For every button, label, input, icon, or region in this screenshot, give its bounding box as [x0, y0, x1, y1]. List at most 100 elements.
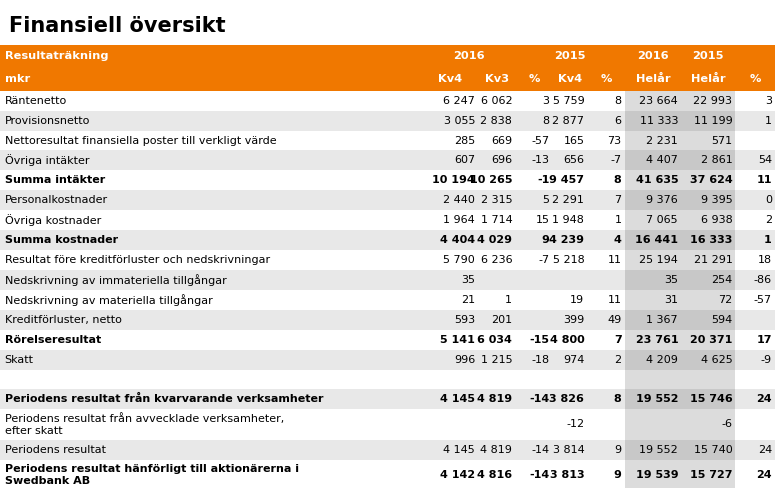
- Text: 594: 594: [711, 315, 732, 325]
- Text: 21 291: 21 291: [694, 255, 732, 265]
- Text: 10 194: 10 194: [432, 175, 475, 185]
- Bar: [625, 170, 681, 190]
- Text: Övriga intäkter: Övriga intäkter: [5, 155, 89, 166]
- Bar: [681, 270, 735, 290]
- Bar: [625, 440, 681, 460]
- Text: 24: 24: [756, 394, 772, 405]
- Text: 11: 11: [608, 255, 622, 265]
- Bar: [625, 389, 681, 409]
- Text: 15 746: 15 746: [690, 394, 732, 405]
- Bar: [681, 440, 735, 460]
- Bar: [681, 150, 735, 170]
- Text: Helår: Helår: [636, 74, 670, 84]
- Bar: [0, 250, 775, 270]
- Bar: [625, 210, 681, 230]
- Text: 593: 593: [454, 315, 475, 325]
- Bar: [681, 230, 735, 250]
- Text: 4 407: 4 407: [646, 156, 678, 165]
- Text: 3: 3: [765, 96, 772, 106]
- Text: Summa kostnader: Summa kostnader: [5, 235, 118, 245]
- Text: 37 624: 37 624: [690, 175, 732, 185]
- Text: 21: 21: [461, 295, 475, 305]
- Text: -15: -15: [529, 335, 549, 345]
- Bar: [681, 210, 735, 230]
- Text: 4 625: 4 625: [701, 355, 732, 365]
- Bar: [625, 290, 681, 310]
- Text: 4: 4: [614, 235, 622, 245]
- Text: %: %: [749, 74, 761, 84]
- Bar: [681, 310, 735, 330]
- Bar: [0, 170, 775, 190]
- Text: -57: -57: [532, 136, 549, 145]
- Text: -14: -14: [532, 445, 549, 454]
- Text: 4 819: 4 819: [480, 445, 512, 454]
- Text: 6 034: 6 034: [477, 335, 512, 345]
- Text: Kv4: Kv4: [438, 74, 463, 84]
- Text: 2 231: 2 231: [646, 136, 678, 145]
- Text: 2: 2: [615, 355, 622, 365]
- Bar: [625, 349, 681, 369]
- Bar: [625, 409, 681, 440]
- Text: 22 993: 22 993: [694, 96, 732, 106]
- Text: Periodens resultat från avvecklade verksamheter,
efter skatt: Periodens resultat från avvecklade verks…: [5, 413, 284, 436]
- Bar: [0, 131, 775, 150]
- Text: 11: 11: [756, 175, 772, 185]
- Text: 6 062: 6 062: [480, 96, 512, 106]
- Text: 8: 8: [614, 394, 622, 405]
- Bar: [0, 270, 775, 290]
- Text: 8: 8: [614, 175, 622, 185]
- Text: 5 759: 5 759: [553, 96, 584, 106]
- Text: 5: 5: [542, 195, 549, 205]
- Bar: [681, 330, 735, 349]
- Text: Kv4: Kv4: [558, 74, 582, 84]
- Text: 2 877: 2 877: [553, 116, 584, 125]
- Text: -86: -86: [754, 275, 772, 285]
- Text: 4 816: 4 816: [477, 469, 512, 480]
- Text: 49: 49: [608, 315, 622, 325]
- Bar: [0, 150, 775, 170]
- Text: 2 861: 2 861: [701, 156, 732, 165]
- Text: -9: -9: [761, 355, 772, 365]
- Text: 19 552: 19 552: [639, 445, 678, 454]
- Text: 23 761: 23 761: [636, 335, 678, 345]
- Bar: [625, 250, 681, 270]
- Bar: [0, 190, 775, 210]
- Text: 2 291: 2 291: [553, 195, 584, 205]
- Bar: [0, 349, 775, 369]
- Text: 1: 1: [615, 215, 622, 225]
- Text: 11: 11: [608, 295, 622, 305]
- Bar: [0, 91, 775, 111]
- Text: 4 800: 4 800: [549, 335, 584, 345]
- Text: 2016: 2016: [637, 51, 669, 61]
- Text: 24: 24: [756, 469, 772, 480]
- Text: 4 029: 4 029: [477, 235, 512, 245]
- Bar: [0, 68, 775, 91]
- Text: 5 790: 5 790: [443, 255, 475, 265]
- Bar: [681, 369, 735, 389]
- Bar: [625, 131, 681, 150]
- Text: 10 265: 10 265: [470, 175, 512, 185]
- Text: 1 215: 1 215: [480, 355, 512, 365]
- Text: 285: 285: [454, 136, 475, 145]
- Text: Periodens resultat hänförligt till aktionärerna i
Swedbank AB: Periodens resultat hänförligt till aktio…: [5, 464, 298, 486]
- Text: 11 199: 11 199: [694, 116, 732, 125]
- Text: 3: 3: [542, 96, 549, 106]
- Text: 6 236: 6 236: [480, 255, 512, 265]
- Bar: [681, 250, 735, 270]
- Text: %: %: [601, 74, 611, 84]
- Text: Rörelseresultat: Rörelseresultat: [5, 335, 101, 345]
- Text: 35: 35: [664, 275, 678, 285]
- Text: 2015: 2015: [693, 51, 724, 61]
- Text: 2015: 2015: [554, 51, 586, 61]
- Text: Räntenetto: Räntenetto: [5, 96, 67, 106]
- Text: 16 333: 16 333: [690, 235, 732, 245]
- Bar: [681, 190, 735, 210]
- Text: 9: 9: [614, 469, 622, 480]
- Bar: [0, 290, 775, 310]
- Text: Resultat före kreditförluster och nedskrivningar: Resultat före kreditförluster och nedskr…: [5, 255, 270, 265]
- Bar: [625, 310, 681, 330]
- Bar: [681, 409, 735, 440]
- Text: Periodens resultat från kvarvarande verksamheter: Periodens resultat från kvarvarande verk…: [5, 394, 323, 405]
- Text: 2 838: 2 838: [480, 116, 512, 125]
- Text: 4 209: 4 209: [646, 355, 678, 365]
